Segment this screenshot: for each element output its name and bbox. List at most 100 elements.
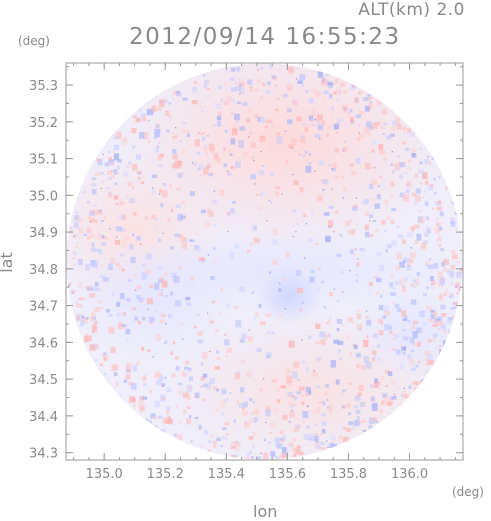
- speckle: [455, 292, 458, 295]
- speckle: [314, 91, 317, 94]
- speckle: [334, 147, 339, 153]
- speckle: [452, 254, 458, 259]
- speckle: [87, 243, 90, 246]
- speckle: [385, 370, 390, 375]
- speckle: [370, 384, 374, 388]
- speckle: [411, 153, 417, 158]
- speckle: [259, 192, 264, 196]
- speckle: [309, 276, 315, 283]
- speckle: [156, 107, 162, 111]
- speckle: [311, 123, 315, 126]
- speckle: [322, 179, 329, 185]
- speckle: [396, 124, 402, 130]
- speckle: [147, 109, 153, 116]
- speckle: [216, 115, 222, 121]
- speckle: [138, 109, 142, 112]
- speckle: [380, 376, 384, 380]
- speckle: [288, 144, 294, 149]
- speckle: [389, 331, 393, 334]
- speckle: [176, 90, 180, 94]
- speckle: [338, 90, 341, 94]
- speckle: [308, 153, 311, 156]
- speckle: [301, 85, 305, 88]
- speckle: [103, 236, 109, 240]
- speckle: [159, 276, 163, 281]
- speckle: [407, 354, 412, 359]
- speckle: [170, 291, 174, 296]
- speckle: [456, 260, 460, 264]
- speckle: [404, 315, 408, 318]
- speckle: [203, 167, 209, 175]
- speckle: [424, 357, 429, 361]
- speckle: [256, 456, 262, 460]
- speckle: [342, 389, 346, 393]
- speckle: [434, 307, 437, 311]
- speckle: [396, 225, 400, 228]
- speckle: [452, 314, 457, 319]
- speckle: [380, 125, 385, 129]
- speckle: [428, 319, 431, 322]
- speckle: [254, 409, 259, 415]
- speckle: [145, 253, 152, 260]
- speckle: [367, 97, 371, 101]
- speckle: [235, 85, 241, 92]
- speckle: [227, 154, 230, 156]
- speckle: [369, 96, 374, 100]
- speckle: [257, 206, 261, 211]
- y-tick-label: 35.0: [29, 189, 58, 204]
- speckle: [331, 106, 335, 111]
- speckle: [155, 124, 160, 128]
- speckle: [193, 161, 197, 167]
- speckle: [349, 108, 353, 113]
- speckle: [151, 214, 157, 220]
- speckle: [408, 131, 414, 138]
- speckle-dark: [366, 310, 368, 312]
- speckle: [256, 194, 259, 196]
- speckle: [92, 323, 97, 330]
- speckle: [435, 201, 441, 206]
- speckle: [162, 183, 167, 186]
- speckle: [362, 199, 368, 205]
- speckle: [79, 297, 85, 301]
- speckle: [296, 223, 299, 226]
- speckle: [397, 282, 402, 285]
- speckle: [151, 174, 158, 178]
- speckle: [416, 279, 419, 281]
- speckle: [189, 387, 193, 390]
- speckle: [198, 425, 202, 429]
- speckle: [159, 189, 163, 194]
- speckle: [274, 108, 279, 112]
- speckle: [455, 282, 460, 288]
- speckle: [147, 140, 151, 143]
- speckle: [419, 209, 422, 213]
- speckle-dark: [209, 350, 211, 353]
- speckle: [209, 378, 215, 384]
- speckle: [317, 125, 324, 131]
- x-tick-label: 135.8: [330, 467, 367, 482]
- speckle: [225, 69, 228, 73]
- speckle: [142, 117, 147, 122]
- speckle: [180, 237, 187, 242]
- speckle: [116, 165, 121, 170]
- speckle: [143, 132, 149, 140]
- speckle: [384, 229, 387, 232]
- speckle: [438, 244, 442, 248]
- speckle: [257, 116, 262, 122]
- speckle: [116, 312, 121, 317]
- speckle: [232, 124, 237, 128]
- speckle: [91, 247, 96, 252]
- speckle: [315, 340, 321, 344]
- speckle: [158, 278, 164, 283]
- speckle: [343, 107, 347, 111]
- speckle: [244, 420, 247, 423]
- speckle: [208, 440, 212, 444]
- speckle: [199, 174, 203, 177]
- speckle: [206, 163, 211, 169]
- speckle: [275, 191, 280, 197]
- speckle: [234, 244, 239, 249]
- speckle: [73, 252, 77, 256]
- speckle-dark: [135, 289, 137, 291]
- speckle: [396, 387, 399, 389]
- speckle: [213, 153, 218, 160]
- speckle: [112, 364, 119, 371]
